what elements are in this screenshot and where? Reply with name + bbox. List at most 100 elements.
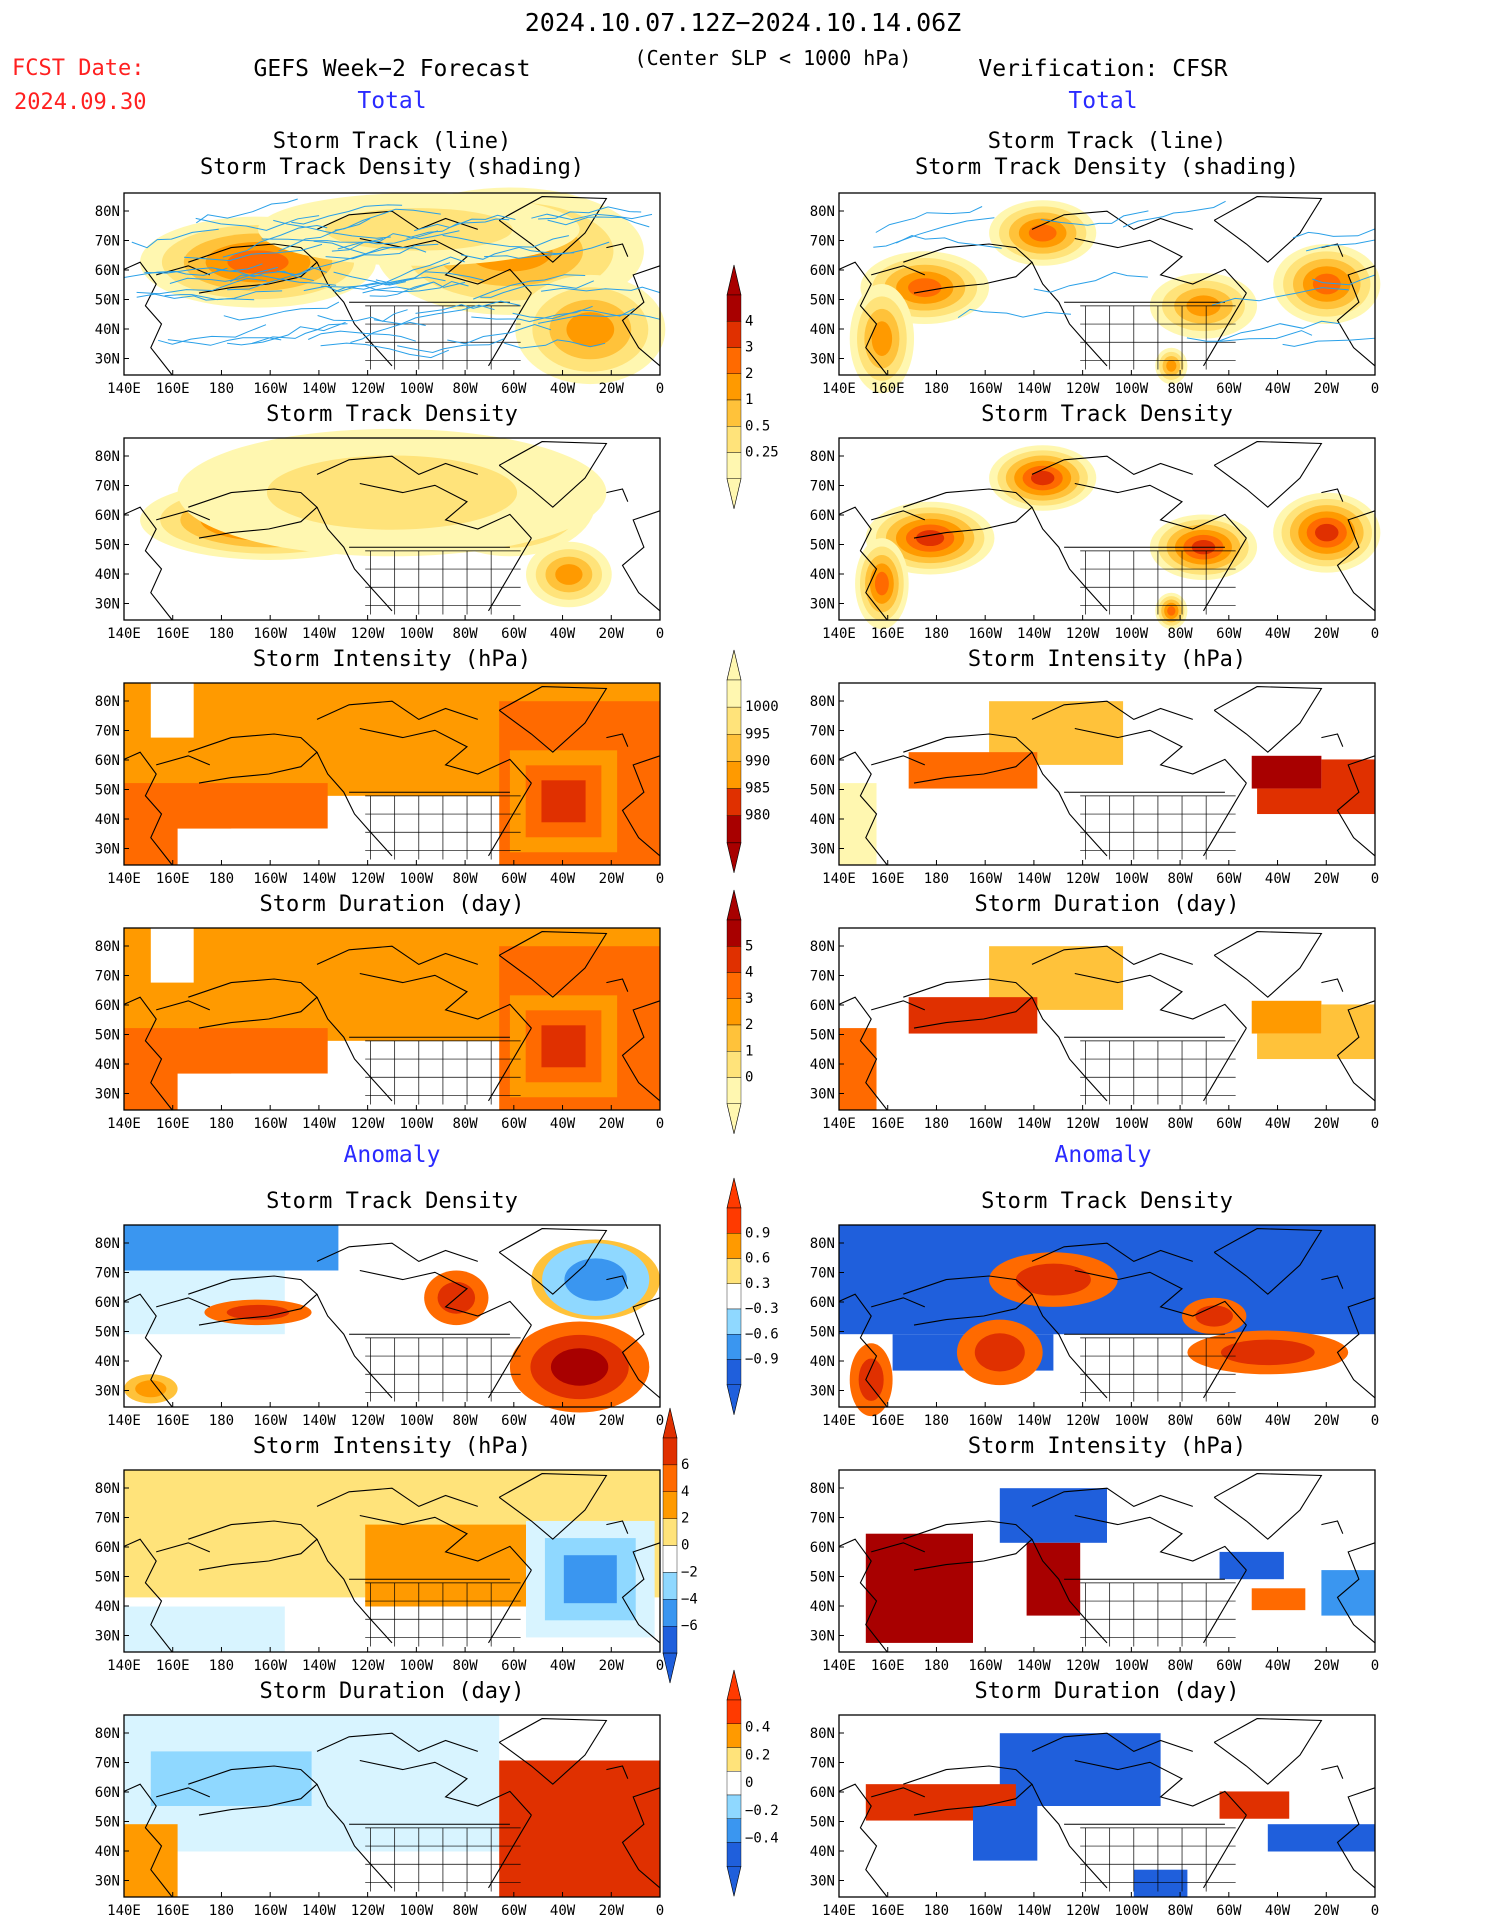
lon-tick-0-2: 180 — [209, 381, 234, 397]
lon-tick-13-3: 160W — [968, 1903, 1002, 1919]
lon-tick-12-0: 140E — [107, 1903, 141, 1919]
lat-tick-11-4: 40N — [810, 1599, 835, 1615]
lat-tick-1-4: 40N — [810, 322, 835, 338]
criterion-subtitle: (Center SLP < 1000 hPa) — [634, 46, 912, 70]
lat-tick-8-1: 70N — [95, 1266, 120, 1282]
map-panel-9: 140E 160E 180 160W 140W 120W 100W 80W 60W 40W 20W 0… — [810, 1224, 1379, 1429]
lon-tick-13-9: 40W — [1265, 1903, 1291, 1919]
panel-title-shading: Storm Track Density (shading) — [199, 155, 585, 180]
lon-tick-7-5: 120W — [1066, 1116, 1100, 1132]
panel-title-duration: Storm Duration (day) — [974, 892, 1240, 917]
lat-tick-13-4: 40N — [810, 1844, 835, 1860]
fcst-date-label: FCST Date: — [12, 56, 145, 81]
lon-tick-13-0: 140E — [822, 1903, 856, 1919]
lat-tick-6-4: 40N — [95, 1057, 120, 1073]
lon-tick-6-6: 100W — [400, 1116, 434, 1132]
lat-tick-11-5: 30N — [810, 1629, 835, 1645]
lon-tick-12-9: 40W — [550, 1903, 576, 1919]
lon-tick-6-11: 0 — [656, 1116, 664, 1132]
lat-tick-2-3: 50N — [95, 538, 120, 554]
lat-tick-5-2: 60N — [810, 753, 835, 769]
lat-tick-3-0: 80N — [810, 449, 835, 465]
colorbar-density-anom-label-3: −0.3 — [745, 1301, 779, 1317]
colorbar-density-anom-label-0: 0.9 — [745, 1225, 770, 1241]
lat-tick-13-1: 70N — [810, 1756, 835, 1772]
lon-tick-7-0: 140E — [822, 1116, 856, 1132]
lon-tick-10-7: 80W — [452, 1658, 478, 1674]
map-panel-0: 140E 160E 180 160W 140W 120W 100W 80W 60W 40W 20W 0… — [95, 187, 666, 397]
lon-tick-9-4: 140W — [1017, 1413, 1051, 1429]
lon-tick-2-5: 120W — [351, 626, 385, 642]
lon-tick-11-10: 20W — [1314, 1658, 1340, 1674]
lon-tick-7-7: 80W — [1167, 1116, 1193, 1132]
lon-tick-1-3: 160W — [968, 381, 1002, 397]
lon-tick-5-9: 40W — [1265, 871, 1291, 887]
colorbar-density-anom-label-5: −0.9 — [745, 1352, 779, 1368]
colorbar-intensity-anom: 6 4 2 0 −2 −4 −6 — [662, 1407, 698, 1684]
lon-tick-11-11: 0 — [1371, 1658, 1379, 1674]
lat-tick-10-5: 30N — [95, 1629, 120, 1645]
lon-tick-11-2: 180 — [924, 1658, 949, 1674]
lat-tick-10-3: 50N — [95, 1570, 120, 1586]
lon-tick-1-7: 80W — [1167, 381, 1193, 397]
lon-tick-10-0: 140E — [107, 1658, 141, 1674]
lat-tick-1-0: 80N — [810, 204, 835, 220]
lon-tick-10-4: 140W — [302, 1658, 336, 1674]
map-panel-2: 140E 160E 180 160W 140W 120W 100W 80W 60W 40W 20W 0… — [95, 428, 664, 642]
lat-tick-7-2: 60N — [810, 998, 835, 1014]
panel-title-duration: Storm Duration (day) — [974, 1679, 1240, 1704]
panel-title-line: Storm Track (line) — [272, 129, 512, 154]
lon-tick-3-7: 80W — [1167, 626, 1193, 642]
colorbar-density-anom-label-2: 0.3 — [745, 1276, 770, 1292]
lat-tick-3-5: 30N — [810, 597, 835, 613]
lat-tick-13-5: 30N — [810, 1874, 835, 1890]
lon-tick-4-8: 60W — [501, 871, 527, 887]
right-column-title: Verification: CFSR — [978, 56, 1228, 82]
colorbar-intensity-total-label-0: 1000 — [745, 699, 779, 715]
panel-title-density: Storm Track Density — [981, 1189, 1233, 1214]
lat-tick-6-3: 50N — [95, 1028, 120, 1044]
lon-tick-12-5: 120W — [351, 1903, 385, 1919]
lon-tick-10-11: 0 — [656, 1658, 664, 1674]
lat-tick-4-2: 60N — [95, 753, 120, 769]
map-panel-13: 140E 160E 180 160W 140W 120W 100W 80W 60W 40W 20W 0… — [810, 1714, 1379, 1919]
lon-tick-11-3: 160W — [968, 1658, 1002, 1674]
lon-tick-7-4: 140W — [1017, 1116, 1051, 1132]
colorbar-duration-anom-label-0: 0.4 — [745, 1720, 770, 1736]
lon-tick-7-11: 0 — [1371, 1116, 1379, 1132]
lon-tick-9-10: 20W — [1314, 1413, 1340, 1429]
lat-tick-5-5: 30N — [810, 842, 835, 858]
lon-tick-7-8: 60W — [1216, 1116, 1242, 1132]
lon-tick-3-4: 140W — [1017, 626, 1051, 642]
lon-tick-9-6: 100W — [1115, 1413, 1149, 1429]
lat-tick-2-1: 70N — [95, 479, 120, 495]
lon-tick-11-5: 120W — [1066, 1658, 1100, 1674]
panel-title-duration: Storm Duration (day) — [259, 1679, 525, 1704]
colorbar-duration-total-label-3: 2 — [745, 1017, 753, 1033]
period-title: 2024.10.07.12Z−2024.10.14.06Z — [524, 8, 962, 37]
lat-tick-13-2: 60N — [810, 1785, 835, 1801]
lon-tick-0-4: 140W — [302, 381, 336, 397]
lon-tick-8-0: 140E — [107, 1413, 141, 1429]
lon-tick-3-1: 160E — [871, 626, 905, 642]
panel-title-shading: Storm Track Density (shading) — [914, 155, 1300, 180]
lon-tick-2-6: 100W — [400, 626, 434, 642]
map-panel-5: 140E 160E 180 160W 140W 120W 100W 80W 60W 40W 20W 0… — [810, 682, 1379, 887]
lon-tick-8-5: 120W — [351, 1413, 385, 1429]
lon-tick-8-6: 100W — [400, 1413, 434, 1429]
lon-tick-5-2: 180 — [924, 871, 949, 887]
colorbar-intensity-total: 1000 995 990 985 980 — [726, 649, 779, 873]
lon-tick-3-0: 140E — [822, 626, 856, 642]
lon-tick-12-2: 180 — [209, 1903, 234, 1919]
lon-tick-4-9: 40W — [550, 871, 576, 887]
lat-tick-3-1: 70N — [810, 479, 835, 495]
lon-tick-2-9: 40W — [550, 626, 576, 642]
lat-tick-12-0: 80N — [95, 1726, 120, 1742]
lat-tick-13-3: 50N — [810, 1815, 835, 1831]
lon-tick-10-6: 100W — [400, 1658, 434, 1674]
lon-tick-10-1: 160E — [156, 1658, 190, 1674]
lon-tick-13-10: 20W — [1314, 1903, 1340, 1919]
panel-title-line: Storm Track (line) — [987, 129, 1227, 154]
lon-tick-9-1: 160E — [871, 1413, 905, 1429]
colorbar-duration-anom-label-4: −0.4 — [745, 1831, 779, 1847]
